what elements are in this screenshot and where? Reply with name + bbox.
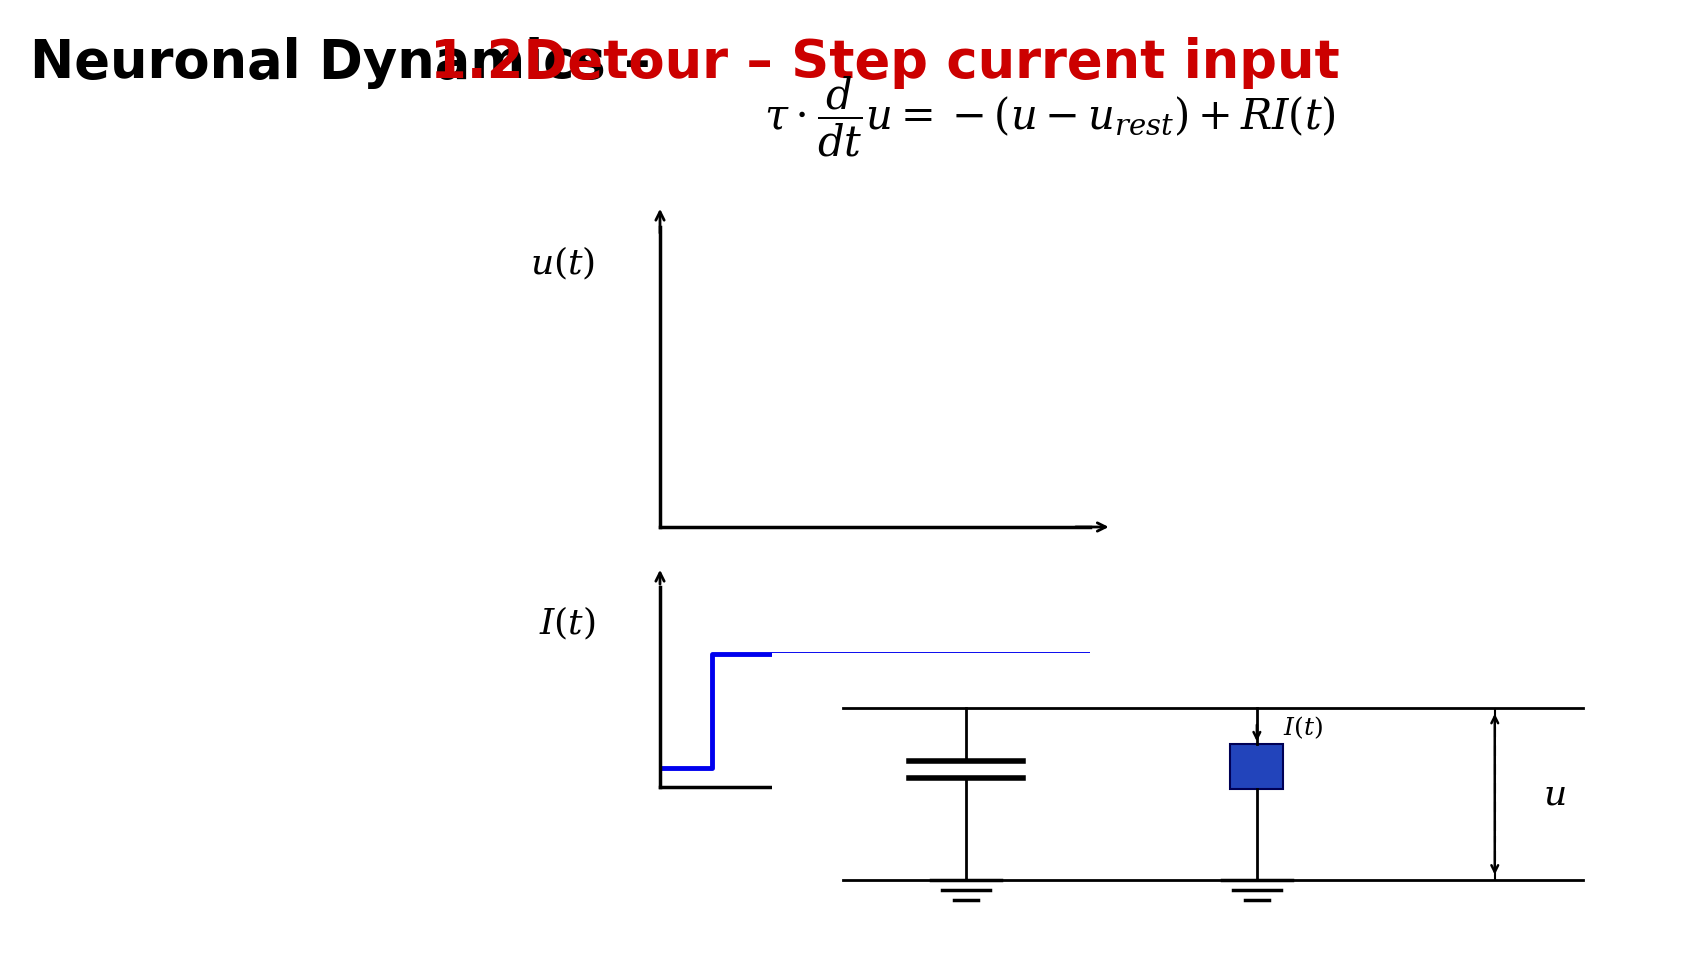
Text: $I(t)$: $I(t)$ <box>1283 714 1323 741</box>
Bar <box>1230 745 1283 789</box>
Text: 1.2Detour – Step current input: 1.2Detour – Step current input <box>430 37 1340 89</box>
Text: $u$: $u$ <box>1543 777 1567 812</box>
FancyBboxPatch shape <box>767 650 1658 933</box>
Text: $t$: $t$ <box>1124 780 1141 814</box>
Text: Neuronal Dynamics –: Neuronal Dynamics – <box>31 37 668 89</box>
Text: $I(t)$: $I(t)$ <box>539 605 595 641</box>
Text: $u(t)$: $u(t)$ <box>531 244 595 281</box>
Text: $\tau \cdot \dfrac{d}{dt}u = -(u - u_{rest}) + RI(t)$: $\tau \cdot \dfrac{d}{dt}u = -(u - u_{re… <box>764 75 1335 159</box>
